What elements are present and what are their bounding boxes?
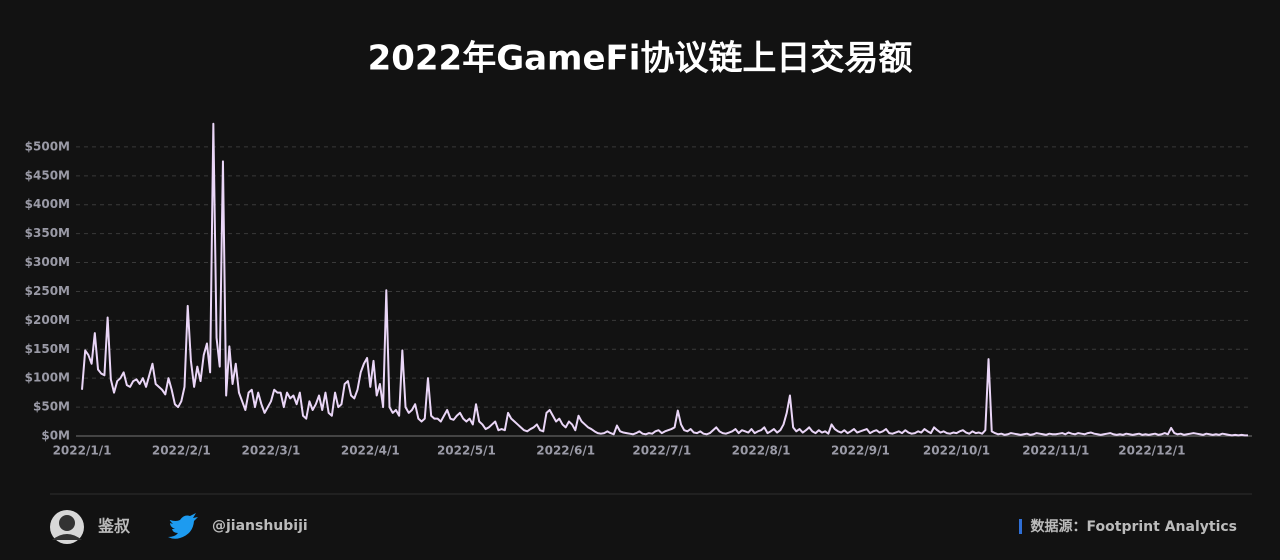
y-tick-label: $300M — [25, 255, 70, 269]
y-tick-label: $150M — [25, 342, 70, 356]
x-tick-label: 2022/8/1 — [732, 444, 791, 458]
y-tick-label: $500M — [25, 139, 70, 153]
handle: @jianshubiji — [212, 518, 308, 534]
y-tick-label: $250M — [25, 284, 70, 298]
y-tick-label: $350M — [25, 226, 70, 240]
x-tick-label: 2022/11/1 — [1022, 444, 1089, 458]
x-tick-label: 2022/12/1 — [1118, 444, 1185, 458]
y-tick-label: $0M — [41, 429, 70, 443]
y-tick-label: $200M — [25, 313, 70, 327]
y-tick-label: $100M — [25, 371, 70, 385]
avatar — [50, 510, 84, 544]
x-tick-label: 2022/9/1 — [831, 444, 890, 458]
source-marker — [1019, 519, 1022, 534]
x-tick-label: 2022/7/1 — [632, 444, 691, 458]
x-tick-label: 2022/2/1 — [152, 444, 211, 458]
chart-title: 2022年GameFi协议链上日交易额 — [368, 39, 913, 79]
source: 数据源：Footprint Analytics — [1031, 518, 1237, 535]
twitter-icon — [168, 513, 198, 539]
x-tick-label: 2022/6/1 — [536, 444, 595, 458]
x-tick-label: 2022/3/1 — [242, 444, 301, 458]
y-tick-label: $50M — [33, 400, 70, 414]
y-tick-label: $450M — [25, 168, 70, 182]
x-tick-label: 2022/4/1 — [341, 444, 400, 458]
x-tick-label: 2022/10/1 — [923, 444, 990, 458]
line-series — [81, 122, 1248, 437]
x-tick-label: 2022/5/1 — [437, 444, 496, 458]
author: 鉴叔 — [97, 517, 131, 536]
y-tick-label: $400M — [25, 197, 70, 211]
x-tick-label: 2022/1/1 — [53, 444, 112, 458]
